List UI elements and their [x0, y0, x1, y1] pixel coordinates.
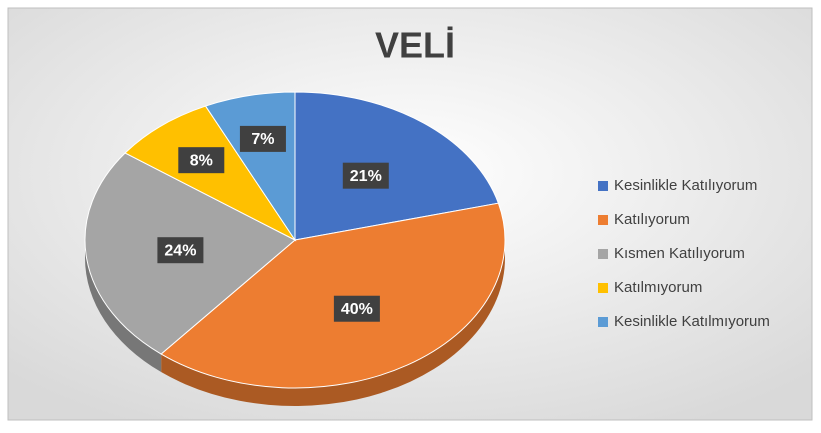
legend-label: Kesinlikle Katılıyorum — [614, 177, 757, 194]
legend-label: Kısmen Katılıyorum — [614, 245, 745, 262]
slice — [294, 91, 500, 241]
data-label-box — [157, 237, 204, 264]
slice-side — [85, 240, 162, 373]
data-label: 40% — [341, 301, 373, 318]
legend-swatch — [598, 249, 608, 259]
data-label: 21% — [350, 168, 382, 185]
legend-swatch — [598, 283, 608, 293]
legend-label: Katılıyorum — [614, 211, 690, 228]
slice — [160, 202, 506, 389]
data-label-box — [333, 295, 380, 322]
legend-swatch — [598, 181, 608, 191]
data-label: 24% — [164, 242, 196, 259]
data-label: 8% — [190, 152, 213, 169]
chart-title: VELİ — [375, 25, 455, 66]
legend-label: Kesinlikle Katılmıyorum — [614, 313, 770, 330]
legend-swatch — [598, 317, 608, 327]
data-label-box — [342, 162, 389, 189]
slice-side — [161, 240, 505, 407]
data-label-box — [239, 125, 286, 152]
legend-swatch — [598, 215, 608, 225]
data-label: 7% — [251, 131, 274, 148]
legend-label: Katılmıyorum — [614, 279, 702, 296]
data-label-box — [178, 147, 225, 174]
